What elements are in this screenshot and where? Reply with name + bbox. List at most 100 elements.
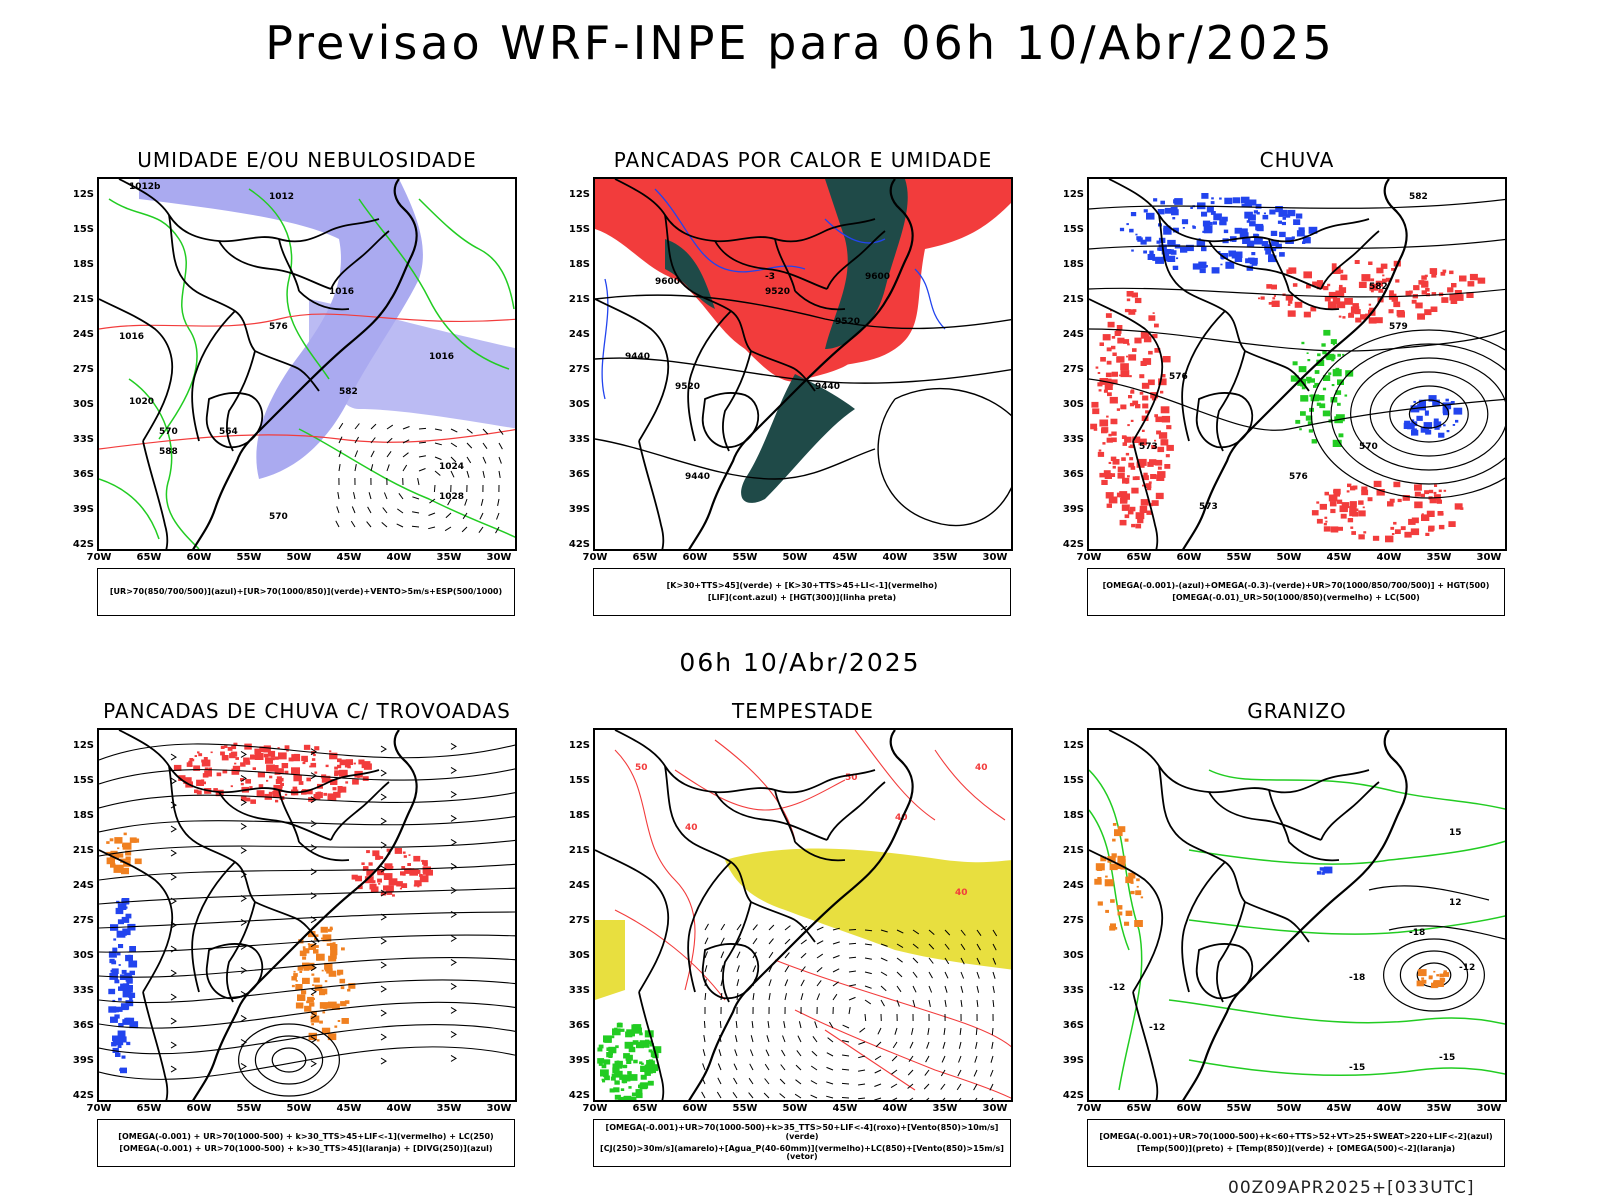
panel-title-chuva: CHUVA bbox=[1259, 148, 1335, 172]
lat-tick-label: 18S bbox=[1062, 259, 1084, 270]
temp500-black-contours bbox=[1368, 885, 1505, 940]
contour-label: 15 bbox=[1449, 828, 1462, 838]
lon-tick-label: 30W bbox=[982, 1103, 1008, 1114]
instability-red-area bbox=[595, 179, 1011, 382]
lon-tick-label: 65W bbox=[632, 552, 658, 563]
lat-tick-label: 30S bbox=[1062, 399, 1084, 410]
contour-label: 582 bbox=[1409, 192, 1428, 202]
divergence-blue-west bbox=[108, 898, 139, 1074]
geography-borders bbox=[595, 730, 914, 1100]
hail-blue-spot bbox=[1316, 866, 1333, 875]
map-panel-tempestade: 50 40 40 40 50 40 bbox=[593, 728, 1013, 1102]
lon-tick-label: 55W bbox=[1226, 1103, 1252, 1114]
lat-tick-label: 24S bbox=[72, 880, 94, 891]
contour-label: 50 bbox=[635, 763, 648, 773]
geography-borders bbox=[1089, 179, 1408, 549]
contour-label: 573 bbox=[1139, 442, 1158, 452]
lon-tick-label: 40W bbox=[882, 1103, 908, 1114]
lat-tick-label: 36S bbox=[1062, 469, 1084, 480]
lat-tick-label: 12S bbox=[1062, 740, 1084, 751]
lat-tick-label: 18S bbox=[568, 259, 590, 270]
wind-vectors bbox=[335, 422, 504, 534]
contour-label: 9440 bbox=[815, 382, 840, 392]
legend-line: [OMEGA(-0.001)+UR>70(1000-500)+k>35_TTS>… bbox=[605, 1122, 999, 1141]
lat-tick-label: 39S bbox=[568, 1055, 590, 1066]
lon-tick-label: 30W bbox=[486, 1103, 512, 1114]
lon-tick-label: 55W bbox=[236, 552, 262, 563]
run-footer: 00Z09APR2025+[033UTC] bbox=[1228, 1178, 1475, 1198]
thunder-orange-coast bbox=[291, 926, 356, 1042]
lat-tick-label: 42S bbox=[568, 1090, 590, 1101]
lat-tick-label: 30S bbox=[568, 950, 590, 961]
contour-label: -12 bbox=[1109, 983, 1125, 993]
lat-tick-label: 30S bbox=[72, 950, 94, 961]
map-svg-granizo: -12 -15 -18 -18 -12 -15 15 12 -12 bbox=[1089, 730, 1505, 1100]
lat-tick-label: 27S bbox=[1062, 364, 1084, 375]
heat-moisture-teal-area bbox=[825, 179, 908, 349]
lon-tick-label: 45W bbox=[1326, 552, 1352, 563]
legend-box-umidade: [UR>70(850/700/500)](azul)+[UR>70(1000/8… bbox=[97, 568, 515, 616]
lon-tick-label: 35W bbox=[1426, 552, 1452, 563]
omega500-orange bbox=[1416, 969, 1450, 989]
lat-tick-label: 33S bbox=[1062, 985, 1084, 996]
contour-label: 576 bbox=[1289, 472, 1308, 482]
wind850-vectors bbox=[701, 923, 998, 1100]
lat-tick-label: 36S bbox=[1062, 1020, 1084, 1031]
lat-tick-label: 27S bbox=[72, 915, 94, 926]
legend-line: [CJ(250)>30m/s](amarelo)+[Agua_P(40-60mm… bbox=[600, 1143, 1004, 1162]
contour-label: -12 bbox=[1149, 1023, 1165, 1033]
moisture-band-shade bbox=[309, 299, 515, 429]
contour-label: 9440 bbox=[625, 352, 650, 362]
moisture-upper-shade bbox=[139, 179, 423, 479]
lat-tick-label: 21S bbox=[568, 845, 590, 856]
legend-line: [K>30+TTS>45](verde) + [K>30+TTS>45+LI<-… bbox=[666, 580, 938, 590]
lat-tick-label: 27S bbox=[1062, 915, 1084, 926]
legend-line: [LIF](cont.azul) + [HGT(300)](linha pret… bbox=[707, 592, 897, 602]
lat-tick-label: 42S bbox=[72, 539, 94, 550]
lat-tick-label: 15S bbox=[72, 775, 94, 786]
lon-tick-label: 65W bbox=[1126, 1103, 1152, 1114]
thunder-orange-west bbox=[106, 832, 142, 875]
contour-label: 40 bbox=[955, 888, 968, 898]
contour-label: 50 bbox=[845, 773, 858, 783]
lon-tick-label: 60W bbox=[186, 552, 212, 563]
lon-tick-label: 65W bbox=[632, 1103, 658, 1114]
lat-tick-label: 12S bbox=[568, 740, 590, 751]
lon-tick-label: 50W bbox=[1276, 552, 1302, 563]
humidity-green-contours bbox=[99, 188, 515, 549]
contour-label: 1016 bbox=[429, 352, 454, 362]
contour-label: -18 bbox=[1349, 973, 1365, 983]
lat-tick-label: 33S bbox=[72, 434, 94, 445]
contour-label: 9600 bbox=[865, 272, 890, 282]
lon-tick-label: 45W bbox=[1326, 1103, 1352, 1114]
lat-tick-label: 39S bbox=[72, 1055, 94, 1066]
lon-tick-label: 60W bbox=[682, 1103, 708, 1114]
lat-tick-label: 24S bbox=[1062, 880, 1084, 891]
lat-tick-label: 33S bbox=[72, 985, 94, 996]
contour-label: 570 bbox=[159, 427, 178, 437]
lon-tick-label: 70W bbox=[582, 1103, 608, 1114]
main-title: Previsao WRF-INPE para 06h 10/Abr/2025 bbox=[265, 16, 1335, 70]
lat-tick-label: 18S bbox=[568, 810, 590, 821]
jet-yellow-area bbox=[725, 848, 1011, 970]
lat-tick-label: 42S bbox=[1062, 539, 1084, 550]
lon-tick-label: 60W bbox=[186, 1103, 212, 1114]
wind850-green bbox=[597, 1022, 662, 1100]
panel-title-tempestade: TEMPESTADE bbox=[732, 699, 874, 723]
map-svg-chuva: 582 582 579 576 573 570 576 573 bbox=[1089, 179, 1505, 549]
panel-title-umidade: UMIDADE E/OU NEBULOSIDADE bbox=[137, 148, 477, 172]
lat-tick-label: 21S bbox=[72, 294, 94, 305]
lat-tick-label: 27S bbox=[568, 364, 590, 375]
lon-tick-label: 55W bbox=[236, 1103, 262, 1114]
map-panel-pancadas: 9600 9520 9440 9520 9600 9520 9440 9440 -3 bbox=[593, 177, 1013, 551]
contour-label: 588 bbox=[159, 447, 178, 457]
lon-tick-label: 65W bbox=[136, 552, 162, 563]
lon-tick-label: 50W bbox=[782, 1103, 808, 1114]
panel-title-pancadas: PANCADAS POR CALOR E UMIDADE bbox=[613, 148, 993, 172]
contour-label: -12 bbox=[1459, 963, 1475, 973]
map-svg-umidade: 1012b 1012 1016 1016 1020 1024 1028 570 564 570 58… bbox=[99, 179, 515, 549]
lat-tick-label: 33S bbox=[1062, 434, 1084, 445]
lon-tick-label: 50W bbox=[782, 552, 808, 563]
lat-tick-label: 39S bbox=[72, 504, 94, 515]
contour-label: 9520 bbox=[835, 317, 860, 327]
